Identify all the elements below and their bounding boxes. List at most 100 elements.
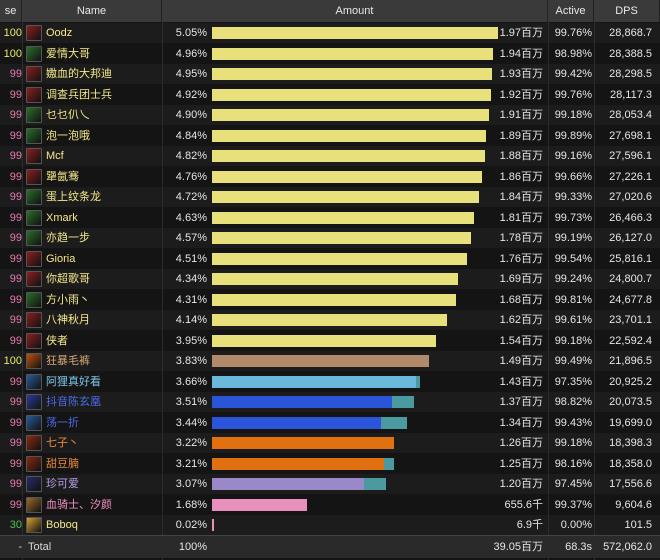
player-name[interactable]: Xmark [46,211,78,224]
parse-percent: 99 [9,437,22,449]
parse-percent: 99 [9,314,22,326]
player-name[interactable]: 血骑士、汐颜 [46,498,112,511]
player-name[interactable]: 阿狸真好看 [46,375,101,388]
parse-percent: 99 [9,273,22,285]
table-row[interactable]: 99 Mcf 4.82% 1.88百万 99.16% 27,596.1 [0,146,660,166]
damage-share: 3.07% [175,478,207,490]
table-row[interactable]: 99 嫐血的大邦迪 4.95% 1.93百万 99.42% 28,298.5 [0,64,660,84]
table-row[interactable]: 99 乜乜仈乀 4.90% 1.91百万 99.18% 28,053.4 [0,105,660,125]
total-amount: 39.05百万 [493,541,543,553]
parse-percent: 99 [9,170,22,183]
damage-share: 4.95% [175,68,207,80]
dps-value: 18,358.0 [609,457,652,470]
warrior-icon [26,271,42,287]
player-name[interactable]: 方小雨丶 [46,293,90,306]
dps-value: 27,020.6 [609,191,652,203]
table-row[interactable]: 99 七子丶 3.22% 1.26百万 99.18% 18,398.3 [0,433,660,453]
player-name[interactable]: 荡一折 [46,416,79,429]
player-name[interactable]: 狂暴毛裤 [46,355,90,367]
player-name[interactable]: 珍可爱 [46,478,79,490]
table-row[interactable]: 99 犟氤骞 4.76% 1.86百万 99.66% 27,226.1 [0,166,660,187]
table-row[interactable]: 99 方小雨丶 4.31% 1.68百万 99.81% 24,677.8 [0,289,660,310]
header-amount[interactable]: Amount [162,0,548,22]
parse-percent: 99 [9,88,22,101]
table-row[interactable]: 100 爱情大哥 4.96% 1.94百万 98.98% 28,388.5 [0,43,660,64]
table-row[interactable]: 99 你超歌哥 4.34% 1.69百万 99.24% 24,800.7 [0,269,660,289]
player-name[interactable]: 亦趋一步 [46,232,90,244]
table-row[interactable]: 100 狂暴毛裤 3.83% 1.49百万 99.49% 21,896.5 [0,351,660,371]
table-row[interactable]: 100 Oodz 5.05% 1.97百万 99.76% 28,868.7 [0,23,660,43]
player-name[interactable]: 抖音陈玄凰 [46,396,101,408]
table-row[interactable]: 99 荡一折 3.44% 1.34百万 99.43% 19,699.0 [0,412,660,433]
table-row[interactable]: 99 抖音陈玄凰 3.51% 1.37百万 98.82% 20,073.5 [0,392,660,412]
header-name[interactable]: Name [22,0,162,22]
dps-value: 18,398.3 [609,437,652,449]
parse-percent: 30 [9,519,22,531]
player-name[interactable]: 蛋上纹条龙 [46,191,101,203]
mage-icon [26,373,42,390]
table-row[interactable]: 99 亦趋一步 4.57% 1.78百万 99.19% 26,127.0 [0,228,660,248]
header-dps[interactable]: DPS [594,0,660,22]
damage-bar [212,129,486,142]
parse-percent: 99 [9,232,22,244]
damage-amount: 1.91百万 [499,109,543,121]
player-name[interactable]: Mcf [46,150,64,162]
table-row[interactable]: 99 侠者 3.95% 1.54百万 99.18% 22,592.4 [0,330,660,351]
damage-amount: 1.69百万 [499,273,543,285]
table-row[interactable]: 99 Xmark 4.63% 1.81百万 99.73% 26,466.3 [0,207,660,228]
player-name[interactable]: 泡一泡哦 [46,129,90,142]
player-name[interactable]: Boboq [46,519,78,531]
player-name[interactable]: 七子丶 [46,437,79,449]
table-row[interactable]: 99 泡一泡哦 4.84% 1.89百万 99.89% 27,698.1 [0,125,660,146]
parse-percent: 100 [3,27,22,39]
damage-bar [212,109,489,121]
player-name[interactable]: 八神秋月 [46,314,90,326]
player-name[interactable]: 犟氤骞 [46,170,79,183]
damage-share: 1.68% [175,498,207,511]
pet-damage-bar [384,457,394,470]
rogue-icon [26,455,42,472]
active-percent: 97.35% [554,375,592,388]
player-name[interactable]: 嫐血的大邦迪 [46,68,112,80]
dps-value: 9,604.6 [615,498,652,511]
active-percent: 99.43% [554,416,592,429]
total-label: Total [28,541,52,553]
damage-amount: 1.37百万 [499,396,543,408]
damage-share: 4.96% [175,47,207,60]
table-row[interactable]: 99 蛋上纹条龙 4.72% 1.84百万 99.33% 27,020.6 [0,187,660,207]
damage-amount: 1.94百万 [499,47,543,60]
parse-percent: 99 [9,334,22,347]
active-percent: 99.18% [554,334,592,347]
header-active[interactable]: Active [548,0,594,22]
table-row[interactable]: 99 珍可爱 3.07% 1.20百万 97.45% 17,556.6 [0,474,660,494]
table-row[interactable]: 99 八神秋月 4.14% 1.62百万 99.61% 23,701.1 [0,310,660,330]
player-name[interactable]: 你超歌哥 [46,273,90,285]
damage-share: 5.05% [175,27,207,39]
header-pct[interactable]: se % [0,0,22,39]
damage-bar [212,68,492,80]
table-row[interactable]: 99 Gioria 4.51% 1.76百万 99.54% 25,816.1 [0,248,660,269]
player-name[interactable]: 爱情大哥 [46,47,90,60]
table-row[interactable]: 99 血骑士、汐颜 1.68% 655.6千 99.37% 9,604.6 [0,494,660,515]
damage-share: 3.22% [175,437,207,449]
dps-value: 20,925.2 [609,375,652,388]
player-name[interactable]: Oodz [46,27,73,39]
player-name[interactable]: Gioria [46,252,76,265]
damage-amount: 1.88百万 [499,150,543,162]
table-row[interactable]: 99 阿狸真好看 3.66% 1.43百万 97.35% 20,925.2 [0,371,660,392]
table-row[interactable]: 99 调查兵团士兵 4.92% 1.92百万 99.76% 28,117.3 [0,84,660,105]
table-row[interactable]: 99 甜豆腩 3.21% 1.25百万 98.16% 18,358.0 [0,453,660,474]
player-name[interactable]: 侠者 [46,334,68,347]
player-name[interactable]: 甜豆腩 [46,457,79,470]
table-row[interactable]: 30 Boboq 0.02% 6.9千 0.00% 101.5 [0,515,660,535]
damage-amount: 1.86百万 [499,170,543,183]
parse-percent: 99 [9,129,22,142]
player-name[interactable]: 调查兵团士兵 [46,88,112,101]
pet-damage-bar [416,375,420,388]
damage-amount: 1.25百万 [499,457,543,470]
damage-bar [212,88,491,101]
warrior-icon [26,127,42,144]
damage-share: 3.21% [175,457,207,470]
player-name[interactable]: 乜乜仈乀 [46,109,90,121]
parse-percent: 99 [9,416,22,429]
